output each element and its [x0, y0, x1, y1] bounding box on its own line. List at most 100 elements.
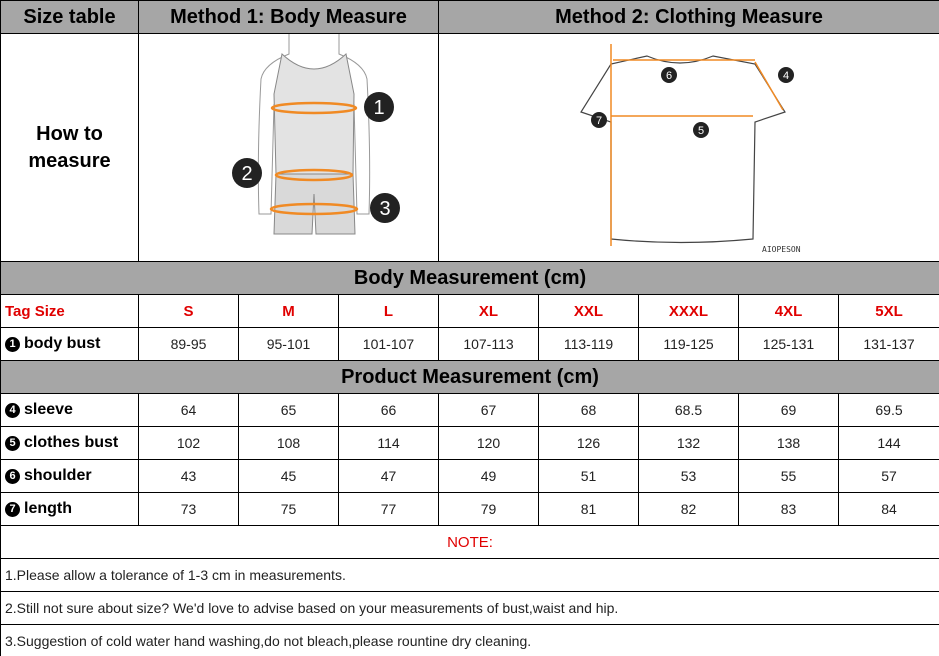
table-cell: 125-131 — [738, 327, 839, 361]
table-cell: 84 — [837, 492, 939, 526]
marker-6: 6 — [660, 67, 677, 83]
table-row: 4 sleeve 64 65 66 67 68 68.5 69 69.5 — [0, 393, 939, 427]
svg-text:1: 1 — [373, 97, 384, 119]
svg-text:7: 7 — [595, 115, 601, 127]
table-row: 5 clothes bust 102 108 114 120 126 132 138 144 — [0, 426, 939, 460]
row-label: 1 body bust — [0, 327, 139, 361]
table-cell: 89-95 — [138, 327, 239, 361]
number-badge-icon: 1 — [5, 337, 20, 352]
marker-3: 3 — [370, 193, 400, 223]
table-cell: 75 — [238, 492, 339, 526]
table-cell: 126 — [538, 426, 639, 460]
note-2: 2.Still not sure about size? We'd love t… — [0, 591, 939, 625]
svg-text:3: 3 — [379, 198, 390, 220]
marker-2: 2 — [232, 158, 262, 188]
row-label-text: length — [24, 500, 72, 517]
table-cell: 119-125 — [638, 327, 739, 361]
table-cell: 49 — [438, 459, 539, 493]
table-cell: 66 — [338, 393, 439, 427]
note-title: NOTE: — [0, 525, 939, 559]
size-header-xxxl: XXXL — [638, 294, 739, 328]
table-cell: 114 — [338, 426, 439, 460]
table-cell: 83 — [738, 492, 839, 526]
table-cell: 45 — [238, 459, 339, 493]
table-cell: 108 — [238, 426, 339, 460]
row-label: 4 sleeve — [0, 393, 139, 427]
table-cell: 55 — [738, 459, 839, 493]
table-row: 7 length 73 75 77 79 81 82 83 84 — [0, 492, 939, 526]
svg-text:6: 6 — [665, 70, 671, 82]
table-cell: 53 — [638, 459, 739, 493]
note-3: 3.Suggestion of cold water hand washing,… — [0, 624, 939, 656]
body-measurement-section: Body Measurement (cm) — [0, 261, 939, 295]
method1-header: Method 1: Body Measure — [138, 0, 439, 34]
tag-size-label: Tag Size — [0, 294, 139, 328]
table-row: 1 body bust 89-95 95-101 101-107 107-113 113-1… — [0, 327, 939, 361]
table-cell: 77 — [338, 492, 439, 526]
svg-text:4: 4 — [782, 70, 788, 82]
table-cell: 102 — [138, 426, 239, 460]
clothing-measure-diagram: 6 4 7 5 AIOPESON — [437, 33, 939, 262]
row-label: 5 clothes bust — [0, 426, 139, 460]
table-cell: 138 — [738, 426, 839, 460]
marker-1: 1 — [364, 92, 394, 122]
svg-text:2: 2 — [241, 163, 252, 185]
method2-header: Method 2: Clothing Measure — [437, 0, 939, 34]
table-cell: 68.5 — [638, 393, 739, 427]
table-cell: 95-101 — [238, 327, 339, 361]
tshirt-illustration: 6 4 7 5 AIOPESON — [579, 44, 801, 254]
table-cell: 64 — [138, 393, 239, 427]
marker-5: 5 — [692, 122, 709, 138]
row-label: 7 length — [0, 492, 139, 526]
how-to-measure-label: How to measure — [0, 33, 139, 262]
body-measure-diagram: 1 2 3 — [138, 33, 439, 262]
table-cell: 101-107 — [338, 327, 439, 361]
table-cell: 81 — [538, 492, 639, 526]
table-cell: 47 — [338, 459, 439, 493]
bust-line — [270, 101, 358, 115]
table-cell: 131-137 — [837, 327, 939, 361]
tag-size-row: Tag Size S M L XL XXL XXXL 4XL 5XL — [0, 294, 939, 328]
row-label-text: shoulder — [24, 467, 92, 484]
row-label: 6 shoulder — [0, 459, 139, 493]
table-cell: 113-119 — [538, 327, 639, 361]
size-header-l: L — [338, 294, 439, 328]
table-cell: 65 — [238, 393, 339, 427]
product-measurement-section: Product Measurement (cm) — [0, 360, 939, 394]
marker-4: 4 — [777, 67, 794, 83]
table-cell: 73 — [138, 492, 239, 526]
size-header-s: S — [138, 294, 239, 328]
size-header-5xl: 5XL — [837, 294, 939, 328]
table-row: 6 shoulder 43 45 47 49 51 53 55 57 — [0, 459, 939, 493]
table-cell: 69.5 — [837, 393, 939, 427]
table-cell: 67 — [438, 393, 539, 427]
number-badge-icon: 4 — [5, 403, 20, 418]
number-badge-icon: 5 — [5, 436, 20, 451]
table-cell: 144 — [837, 426, 939, 460]
size-header-m: M — [238, 294, 339, 328]
table-cell: 79 — [438, 492, 539, 526]
number-badge-icon: 6 — [5, 469, 20, 484]
waist-line — [274, 168, 354, 182]
row-label-text: sleeve — [24, 401, 73, 418]
table-cell: 120 — [438, 426, 539, 460]
table-cell: 69 — [738, 393, 839, 427]
table-cell: 132 — [638, 426, 739, 460]
table-cell: 43 — [138, 459, 239, 493]
hip-line — [269, 202, 359, 216]
size-table-header: Size table — [0, 0, 139, 34]
body-figure-illustration: 1 2 3 — [232, 34, 400, 235]
size-header-4xl: 4XL — [738, 294, 839, 328]
size-header-xl: XL — [438, 294, 539, 328]
row-label-text: body bust — [24, 335, 101, 352]
table-cell: 51 — [538, 459, 639, 493]
table-cell: 68 — [538, 393, 639, 427]
brand-watermark: AIOPESON — [762, 245, 801, 254]
note-1: 1.Please allow a tolerance of 1-3 cm in … — [0, 558, 939, 592]
marker-7: 7 — [590, 112, 607, 128]
table-cell: 107-113 — [438, 327, 539, 361]
table-cell: 82 — [638, 492, 739, 526]
table-cell: 57 — [837, 459, 939, 493]
